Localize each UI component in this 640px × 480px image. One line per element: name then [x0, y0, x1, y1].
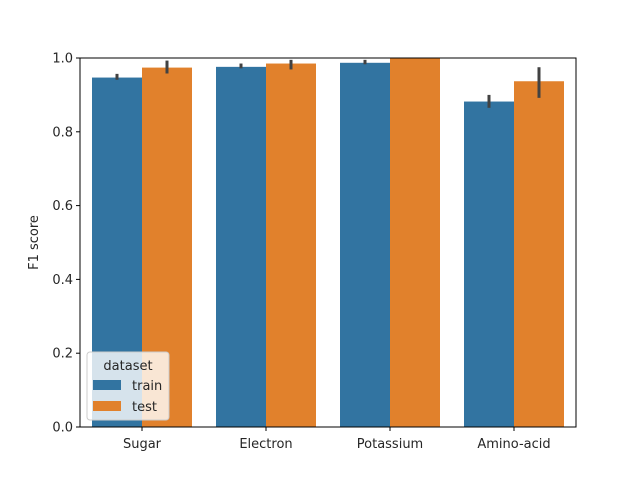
y-tick-label: 0.8 — [52, 125, 73, 140]
legend-swatch-test — [93, 401, 121, 411]
legend-label-test: test — [132, 400, 157, 415]
bar-amino-acid-train — [464, 101, 514, 428]
x-tick-label-sugar: Sugar — [123, 437, 162, 452]
y-tick-label: 0.2 — [52, 347, 73, 362]
bar-electron-test — [266, 63, 316, 427]
legend: dataset train test — [86, 351, 170, 421]
bar-potassium-test — [390, 58, 440, 427]
x-tick-label-potassium: Potassium — [357, 437, 423, 452]
legend-title: dataset — [103, 359, 152, 374]
axes-frame — [79, 57, 577, 428]
bar-electron-train — [216, 66, 266, 427]
legend-swatch-train — [93, 380, 121, 390]
legend-label-train: train — [132, 379, 162, 394]
y-tick-label: 0.4 — [52, 273, 73, 288]
x-tick-label-electron: Electron — [239, 437, 292, 452]
error-bars-layer — [115, 59, 541, 108]
y-axis: 0.0 0.2 0.4 0.6 0.8 1.0 — [52, 52, 80, 436]
bar-potassium-train — [340, 62, 390, 428]
x-tick-label-amino-acid: Amino-acid — [477, 437, 550, 452]
y-tick-label: 1.0 — [52, 52, 73, 67]
bar-amino-acid-test — [514, 81, 564, 427]
x-axis: Sugar Electron Potassium Amino-acid — [123, 427, 551, 452]
y-tick-label: 0.0 — [52, 421, 73, 436]
y-tick-label: 0.6 — [52, 199, 73, 214]
bars-layer — [92, 58, 564, 428]
y-axis-label: F1 score — [27, 215, 42, 270]
